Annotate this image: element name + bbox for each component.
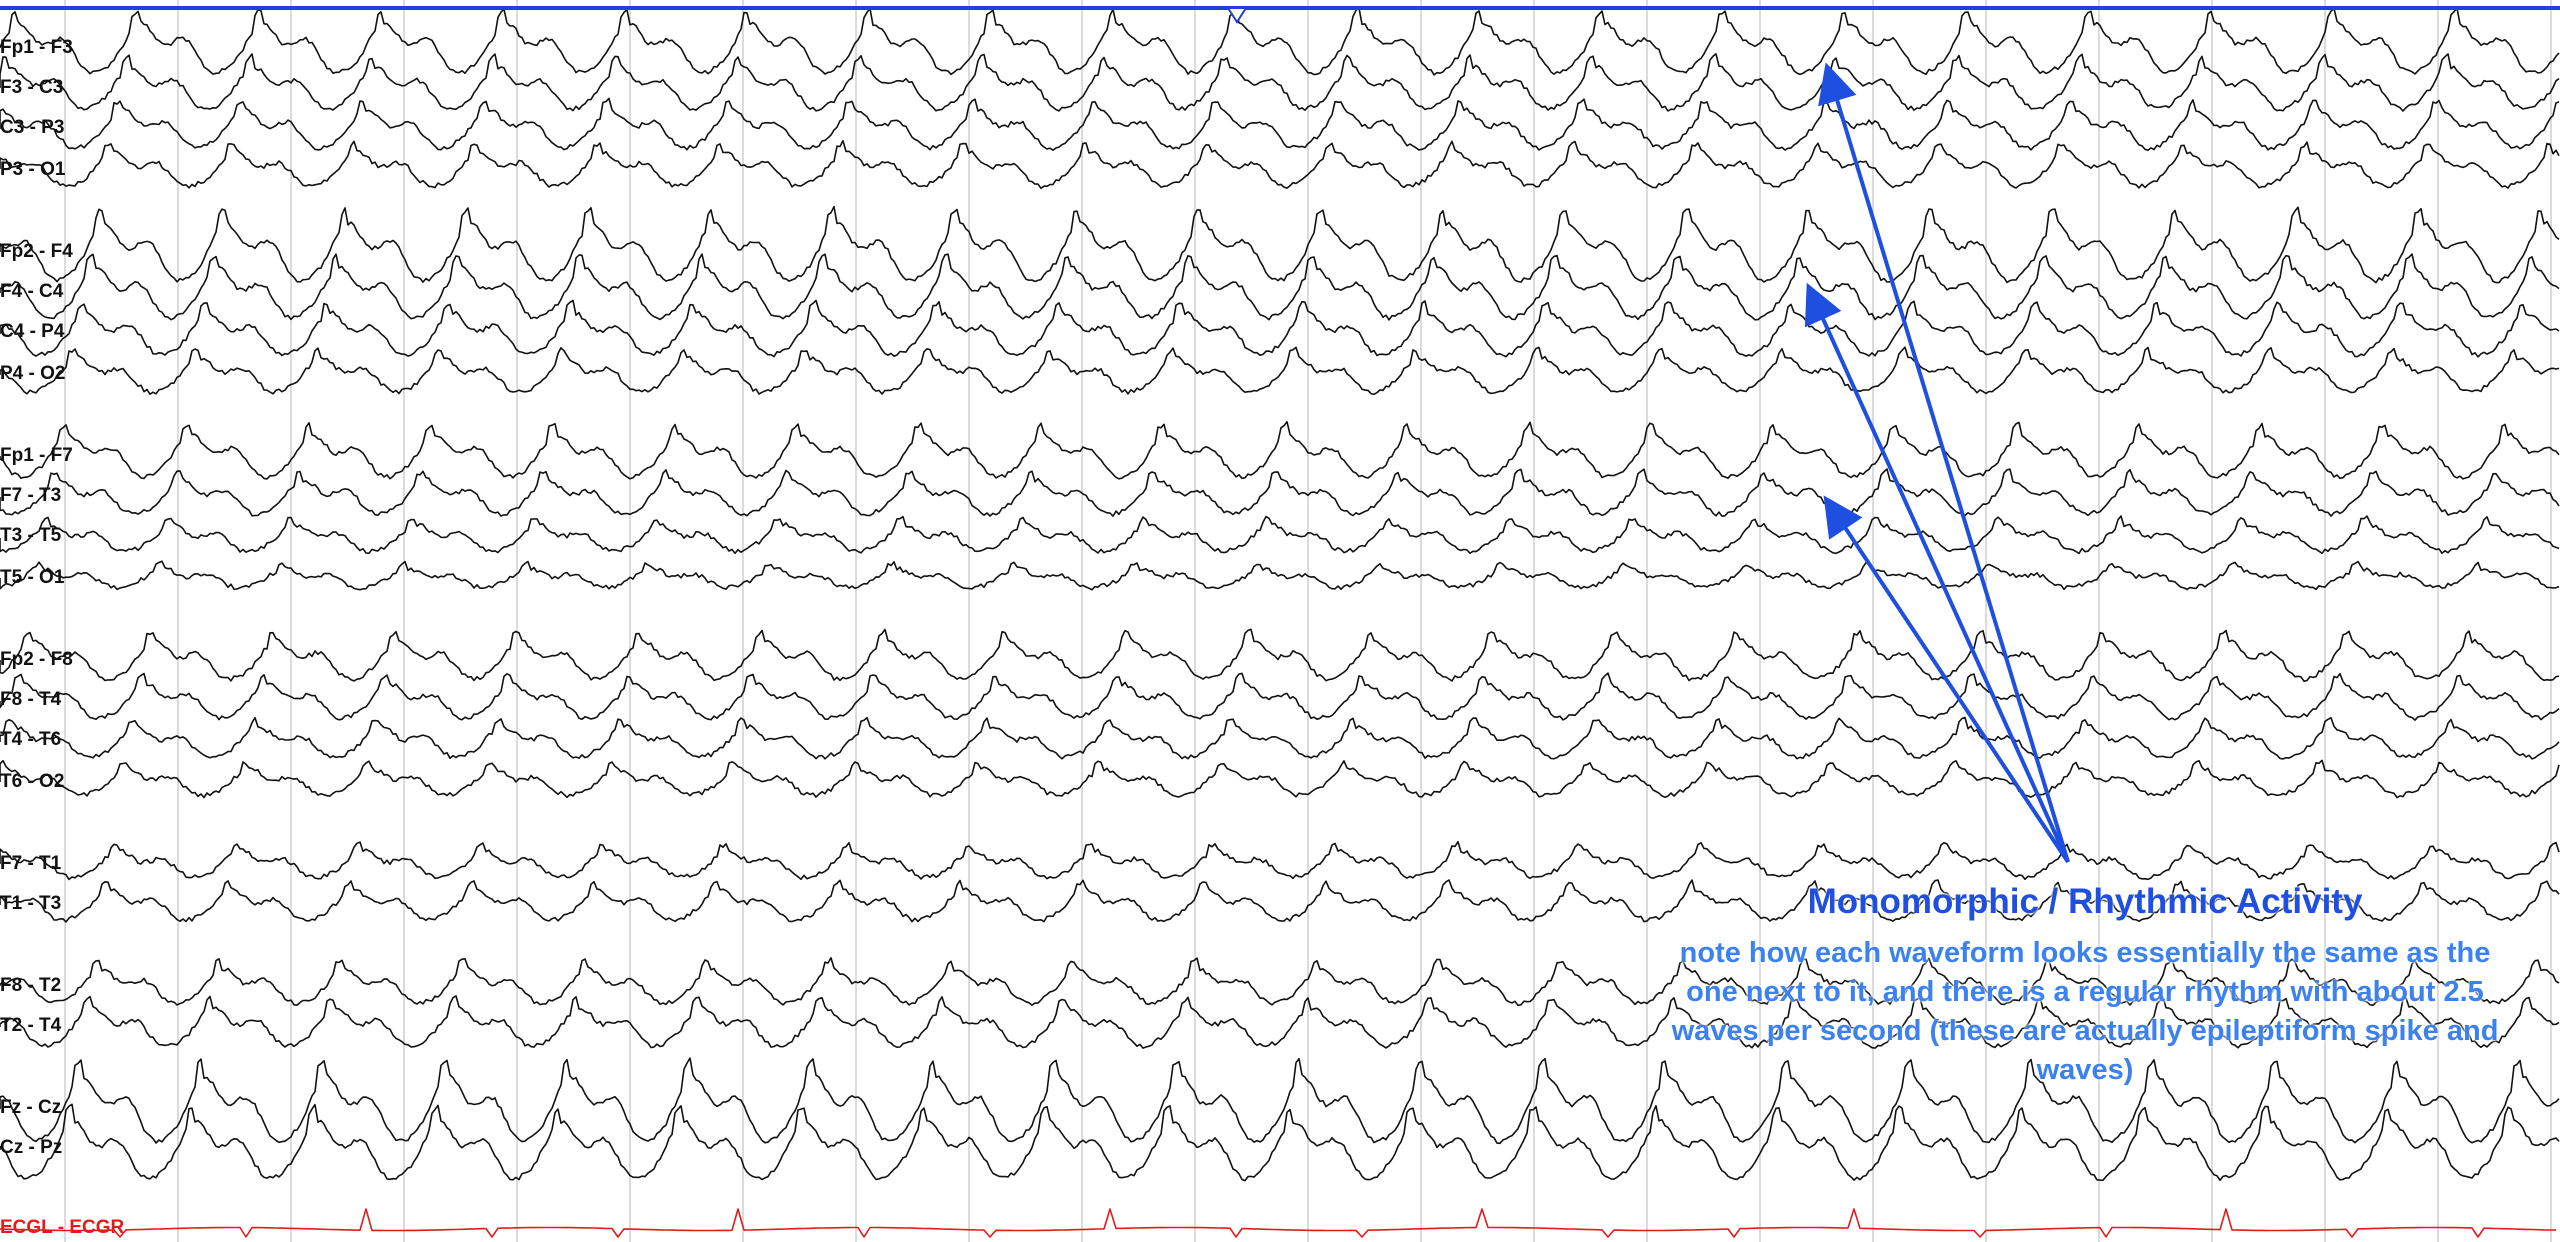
channel-label: T3 - T5 [0, 526, 61, 546]
channel-label: T5 - O1 [0, 568, 64, 588]
eeg-trace [0, 1104, 2559, 1180]
eeg-trace [0, 54, 2559, 111]
channel-label: Cz - Pz [0, 1138, 62, 1158]
eeg-trace [0, 673, 2559, 720]
eeg-trace [0, 516, 2559, 553]
eeg-trace [0, 760, 2559, 797]
channel-label: Fp2 - F4 [0, 242, 73, 262]
channel-label: Fp2 - F8 [0, 650, 73, 670]
channel-label: P4 - O2 [0, 364, 65, 384]
eeg-trace [0, 8, 2559, 75]
annotation-arrow [1828, 502, 2068, 862]
channel-label: T6 - O2 [0, 772, 64, 792]
eeg-trace [0, 300, 2559, 356]
channel-label: Fp1 - F3 [0, 38, 73, 58]
eeg-trace [0, 98, 2559, 150]
timeline-bar[interactable] [0, 6, 2560, 10]
eeg-trace [0, 141, 2559, 189]
eeg-trace [0, 561, 2559, 589]
eeg-trace [0, 254, 2559, 320]
channel-label: P3 - O1 [0, 160, 65, 180]
eeg-trace [0, 347, 2559, 394]
channel-label: F7 - T1 [0, 854, 61, 874]
channel-label: T4 - T6 [0, 730, 61, 750]
channel-label: F7 - T3 [0, 486, 61, 506]
channel-label: C4 - P4 [0, 322, 64, 342]
channel-label: T1 - T3 [0, 894, 61, 914]
channel-label: C3 - P3 [0, 118, 64, 138]
channel-label: F4 - C4 [0, 282, 63, 302]
channel-label: Fz - Cz [0, 1098, 61, 1118]
ecg-channel-label: ECGL - ECGR [0, 1218, 124, 1238]
channel-label: F8 - T4 [0, 690, 61, 710]
eeg-trace [0, 629, 2559, 681]
channel-label: F8 - T2 [0, 976, 61, 996]
channel-label: Fp1 - F7 [0, 446, 73, 466]
eeg-trace [0, 718, 2559, 760]
channel-label: T2 - T4 [0, 1016, 61, 1036]
annotation-arrows [1810, 70, 2068, 862]
eeg-trace [0, 422, 2559, 479]
annotation-box: Monomorphic / Rhythmic Activity note how… [1655, 880, 2515, 1090]
annotation-title: Monomorphic / Rhythmic Activity [1655, 880, 2515, 924]
eeg-trace [0, 842, 2559, 880]
ecg-trace [0, 1209, 2556, 1237]
channel-label: F3 - C3 [0, 78, 63, 98]
annotation-note: note how each waveform looks essentially… [1655, 934, 2515, 1090]
